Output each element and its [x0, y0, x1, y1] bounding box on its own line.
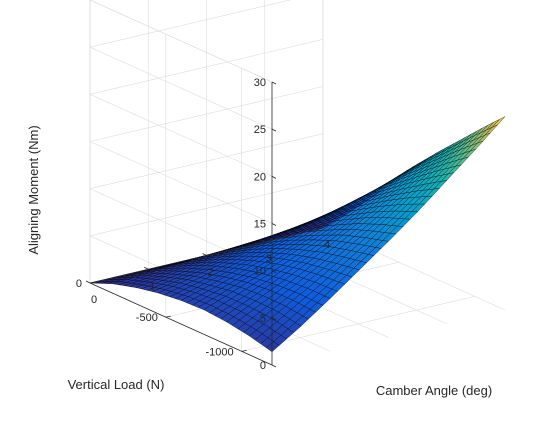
y-tick-mark: [241, 349, 247, 352]
z-tick-mark: [271, 317, 277, 321]
z-axis-label: Aligning Moment (Nm): [26, 125, 41, 254]
y-tick-label: 0: [76, 278, 82, 290]
x-tick-label: 3: [266, 253, 272, 265]
z-tick-label: 15: [254, 219, 266, 231]
z-tick-label: 0: [260, 360, 266, 372]
y-tick-mark: [89, 281, 96, 284]
x-axis-label: Camber Angle (deg): [376, 383, 492, 398]
z-tick-mark: [271, 81, 277, 85]
z-tick-mark: [271, 364, 277, 368]
x-tick-label: 4: [324, 239, 330, 251]
x-tick-label: 2: [207, 267, 213, 279]
x-tick-mark: [202, 253, 207, 256]
y-tick-mark: [165, 315, 171, 318]
x-tick-mark: [85, 280, 91, 284]
z-tick-mark: [271, 223, 277, 226]
x-tick-mark: [144, 266, 149, 270]
label-layer: Aligning Moment (Nm) Vertical Load (N) C…: [26, 125, 492, 398]
y-tick-label: -1000: [206, 346, 234, 358]
y-tick-label: -500: [136, 312, 158, 324]
axes-layer: 0 5 10 15 20 25 30 0 -500 -1000 0 1 2 3 4: [76, 77, 330, 372]
y-axis-label: Vertical Load (N): [68, 377, 165, 392]
z-tick-mark: [271, 128, 277, 132]
z-tick-label: 25: [254, 124, 266, 136]
z-tick-mark: [271, 270, 277, 274]
x-tick-mark: [318, 225, 324, 229]
z-tick-label: 10: [254, 266, 266, 278]
x-tick-mark: [260, 239, 265, 243]
x-tick-label: 0: [91, 294, 97, 306]
box-edge-top-left: [89, 0, 273, 83]
surface-layer: [89, 116, 506, 352]
z-tick-label: 20: [254, 171, 266, 183]
z-tick-mark: [271, 175, 277, 179]
z-tick-label: 5: [260, 313, 266, 325]
x-tick-label: 1: [149, 280, 155, 292]
z-tick-label: 30: [254, 77, 266, 89]
